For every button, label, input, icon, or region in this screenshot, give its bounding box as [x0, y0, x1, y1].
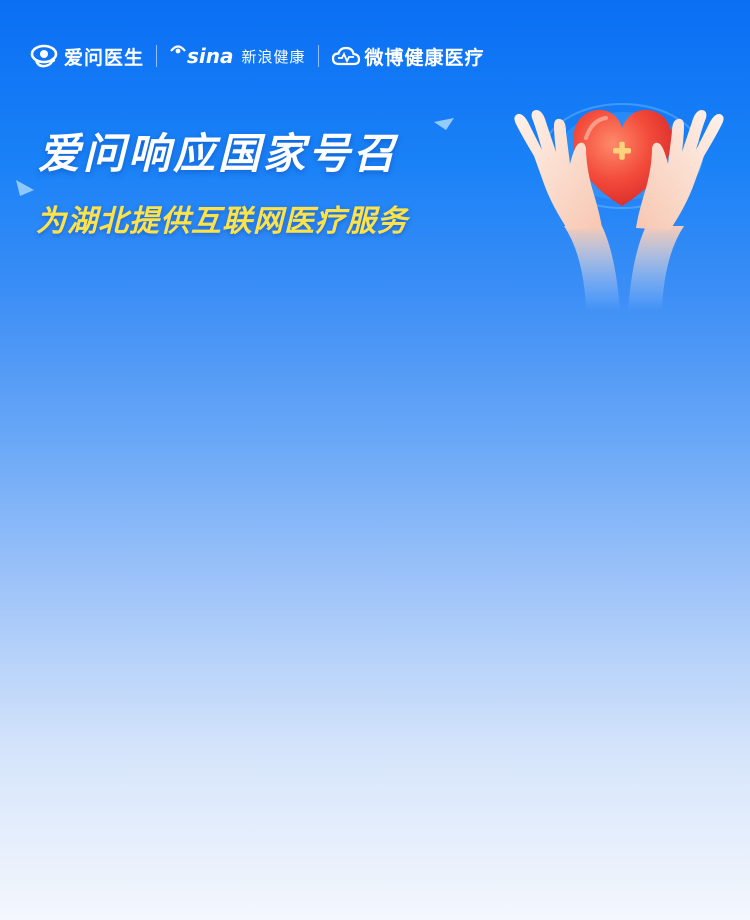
sina-health-label: 新浪健康: [241, 47, 306, 66]
weibo-health-label: 微博健康医疗: [364, 46, 485, 69]
logo-divider: [156, 45, 158, 67]
sina-wordmark: sina: [187, 44, 234, 68]
hands-holding-heart-icon: [514, 103, 724, 311]
aiwen-doctor-label: 爱问医生: [64, 46, 145, 69]
cloud-heartbeat-icon: [331, 46, 360, 66]
subheadline: 为湖北提供互联网医疗服务: [36, 204, 408, 239]
hands-holding-heart-illustration: [494, 96, 744, 311]
aiwen-doctor-logo: 爱问医生: [30, 43, 144, 70]
sparkle-decoration: [16, 180, 34, 196]
weibo-health-logo: 微博健康医疗: [331, 43, 485, 70]
sparkle-decoration: [434, 118, 454, 130]
sina-health-logo: sina 新浪健康: [169, 44, 306, 68]
logo-divider: [317, 45, 319, 67]
headline: 爱问响应国家号召: [38, 129, 399, 178]
partner-logo-bar: 爱问医生 sina 新浪健康 微博健康医疗: [30, 40, 485, 72]
eye-stethoscope-icon: [30, 44, 58, 68]
sina-eye-icon: [170, 45, 186, 54]
